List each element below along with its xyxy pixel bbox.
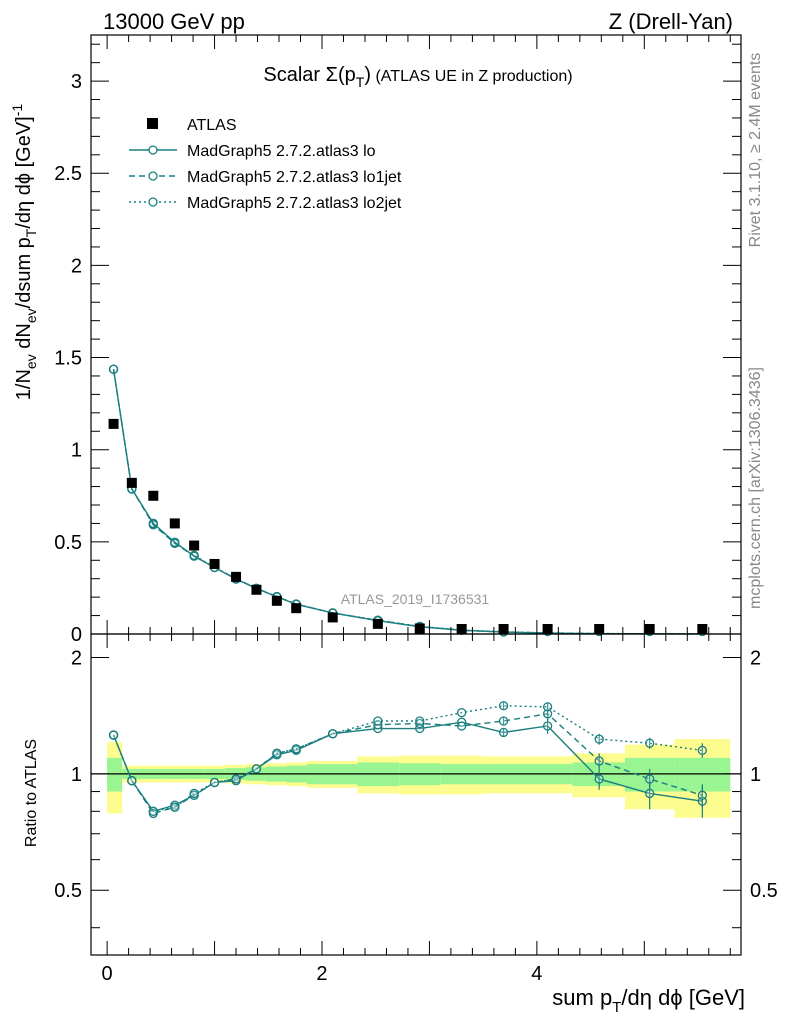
plot-title: Scalar Σ(pT) (ATLAS UE in Z production) <box>263 64 572 90</box>
data-point-4 <box>189 540 200 551</box>
data-point-17 <box>644 624 655 634</box>
data-point-1 <box>126 477 137 488</box>
ratio-series-2-point-11 <box>373 716 383 726</box>
y-axis-label: 1/Nev dNev/dsum pT/dη dϕ [GeV]-1 <box>9 104 39 401</box>
ratio-series-2-point-10 <box>328 729 338 739</box>
main-series-2-point-2 <box>148 518 158 529</box>
ratio-tick-label-right-2: 2 <box>750 647 761 669</box>
analysis-watermark: ATLAS_2019_I1736531 <box>341 591 490 607</box>
main-series-2-point-0 <box>108 364 119 374</box>
ratio-series-0-point-15 <box>542 721 553 731</box>
header-process: Z (Drell-Yan) <box>609 9 733 34</box>
mcplots-label: mcplots.cern.ch [arXiv:1306.3436] <box>747 367 764 609</box>
ratio-series-2-point-18 <box>697 745 707 756</box>
legend: ATLAS MadGraph5 2.7.2.atlas3 lo MadGraph5… <box>129 117 402 212</box>
ratio-series-2-point-9 <box>291 744 301 754</box>
ratio-series-1-point-13 <box>457 721 467 731</box>
ratio-series-2-point-12 <box>415 716 425 726</box>
x-tick-label-1: 2 <box>316 963 327 985</box>
ratio-series-1-point-17 <box>645 774 655 784</box>
ratio-series-2-point-8 <box>272 748 282 758</box>
legend-marker-1 <box>148 171 158 181</box>
data-point-16 <box>594 624 605 634</box>
main-series-2-point-3 <box>170 538 180 548</box>
y-tick-label-2: 1 <box>71 440 82 462</box>
data-point-2 <box>148 490 159 501</box>
ratio-series-2-point-7 <box>251 764 262 774</box>
ratio-series-2-point-13 <box>457 707 467 718</box>
ratio-tick-label-left-1: 1 <box>71 764 82 786</box>
ratio-series-2-point-17 <box>645 738 655 748</box>
ratio-series-0-point-14 <box>498 727 509 738</box>
ratio-tick-label-right-0: 0.5 <box>750 880 778 902</box>
ratio-frame <box>90 633 742 956</box>
ratio-series-2-point-5 <box>209 777 220 788</box>
data-point-7 <box>251 584 262 595</box>
data-point-14 <box>498 624 509 634</box>
y-tick-label-0: 0 <box>71 624 82 646</box>
legend-label-2: MadGraph5 2.7.2.atlas3 lo2jet <box>187 195 402 212</box>
ratio-series-1-point-16 <box>594 756 604 766</box>
data-point-13 <box>456 624 467 634</box>
ratio-tick-label-left-0: 0.5 <box>54 880 82 902</box>
legend-marker-0 <box>148 145 158 155</box>
data-point-18 <box>697 624 708 634</box>
legend-label-0: MadGraph5 2.7.2.atlas3 lo <box>187 143 376 160</box>
ratio-tick-label-left-2: 2 <box>71 647 82 669</box>
data-point-5 <box>209 558 220 569</box>
y-tick-label-6: 3 <box>71 71 82 93</box>
ratio-series-2-point-3 <box>170 802 180 812</box>
y-tick-label-1: 0.5 <box>54 532 82 554</box>
data-point-11 <box>372 618 383 629</box>
ratio-mc-layer <box>108 701 707 819</box>
ratio-series-1-point-18 <box>697 790 707 800</box>
ratio-series-line-2 <box>112 705 703 813</box>
x-tick-label-0: 0 <box>102 963 113 985</box>
ratio-bands <box>91 739 741 818</box>
ratio-series-2-point-14 <box>498 701 509 711</box>
data-point-3 <box>169 518 180 529</box>
data-point-9 <box>291 603 302 614</box>
rivet-label: Rivet 3.1.10, ≥ 2.4M events <box>747 53 764 248</box>
x-axis-label: sum pT/dη dϕ [GeV] <box>552 985 745 1016</box>
legend-label-1: MadGraph5 2.7.2.atlas3 lo1jet <box>187 169 402 186</box>
ratio-series-2-point-1 <box>127 776 137 786</box>
data-point-12 <box>414 623 425 634</box>
y-tick-label-5: 2.5 <box>54 163 82 185</box>
ratio-series-0-point-17 <box>645 788 655 799</box>
main-series-2-point-4 <box>189 550 199 560</box>
data-point-0 <box>108 418 119 429</box>
legend-marker-2 <box>148 197 158 207</box>
data-point-15 <box>542 624 553 634</box>
data-point-10 <box>327 612 338 623</box>
legend-label-atlas: ATLAS <box>187 117 237 134</box>
data-point-8 <box>271 595 282 606</box>
ratio-y-axis-label: Ratio to ATLAS <box>23 739 40 847</box>
band-stat-0 <box>107 757 123 792</box>
axes-layer: 0 2 400.511.522.530.5 0.51 12 2 <box>54 34 778 985</box>
header-energy: 13000 GeV pp <box>103 9 245 34</box>
ratio-series-2-point-2 <box>148 806 158 816</box>
ratio-series-2-point-16 <box>594 734 604 744</box>
ratio-series-2-point-6 <box>231 774 241 784</box>
y-tick-label-4: 2 <box>71 255 82 277</box>
ratio-series-2-point-15 <box>542 702 553 712</box>
ratio-series-2-point-0 <box>108 730 119 740</box>
ratio-series-2-point-4 <box>189 788 199 799</box>
y-tick-label-3: 1.5 <box>54 348 82 370</box>
ratio-series-1-point-14 <box>498 716 509 726</box>
ratio-series-0-point-16 <box>594 774 604 784</box>
legend-marker-atlas <box>147 118 158 129</box>
data-point-6 <box>231 571 242 582</box>
main-data-layer <box>108 418 708 634</box>
ratio-tick-label-right-1: 1 <box>750 764 761 786</box>
x-tick-label-2: 4 <box>531 963 542 985</box>
